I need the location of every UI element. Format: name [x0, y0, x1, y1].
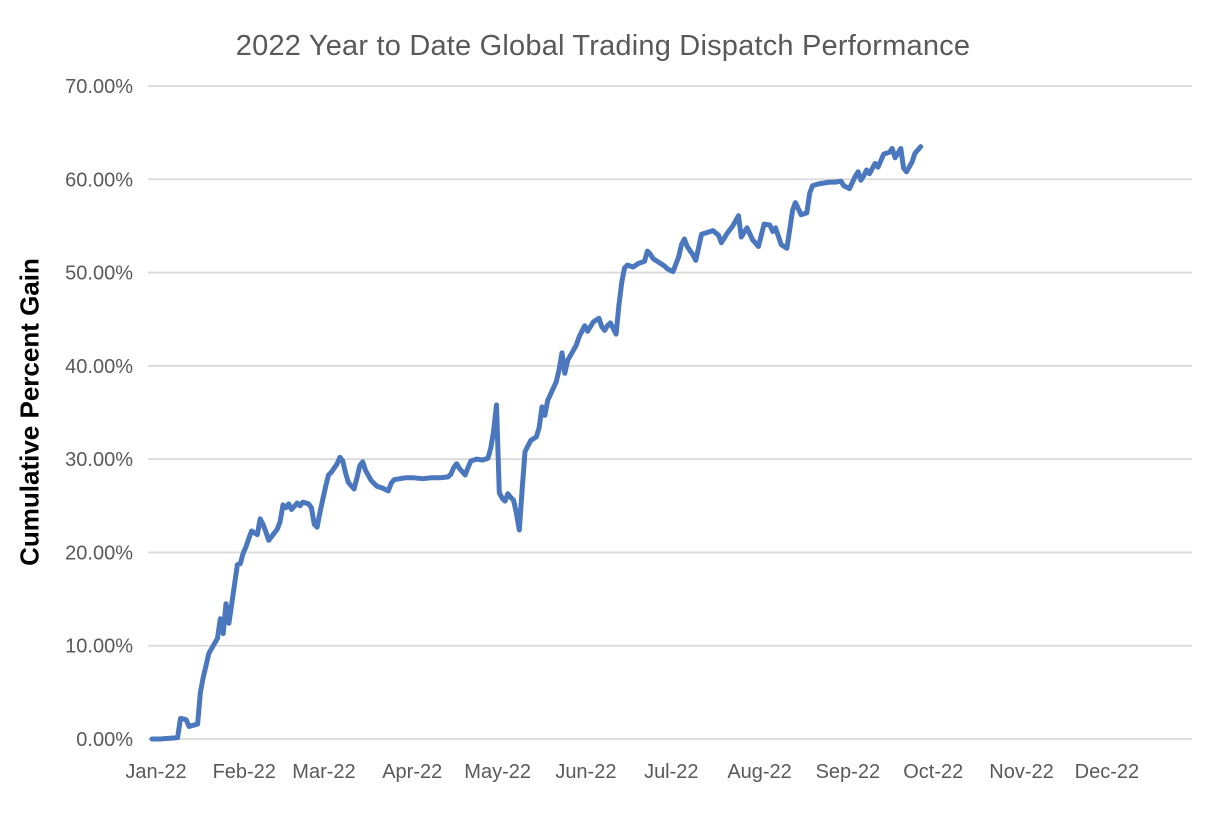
x-tick-label: Sep-22	[816, 761, 881, 783]
x-tick-label: Mar-22	[292, 761, 355, 783]
x-tick-label: Jun-22	[555, 761, 616, 783]
x-tick-label: Feb-22	[213, 761, 276, 783]
y-tick-label: 40.00%	[65, 356, 133, 378]
x-tick-label: Aug-22	[727, 761, 792, 783]
x-tick-label: Jul-22	[644, 761, 698, 783]
y-tick-label: 70.00%	[65, 76, 133, 98]
y-tick-label: 60.00%	[65, 169, 133, 191]
x-tick-label: May-22	[464, 761, 531, 783]
x-tick-label: Oct-22	[903, 761, 963, 783]
y-tick-label: 20.00%	[65, 542, 133, 564]
y-tick-label: 50.00%	[65, 263, 133, 285]
y-tick-label: 0.00%	[76, 729, 133, 751]
performance-line	[149, 144, 924, 742]
x-tick-label: Jan-22	[125, 761, 186, 783]
y-tick-label: 10.00%	[65, 636, 133, 658]
x-tick-label: Dec-22	[1075, 761, 1139, 783]
y-tick-label: 30.00%	[65, 449, 133, 471]
x-tick-label: Nov-22	[989, 761, 1053, 783]
x-tick-label: Apr-22	[382, 761, 442, 783]
chart-title: 2022 Year to Date Global Trading Dispatc…	[235, 30, 971, 62]
